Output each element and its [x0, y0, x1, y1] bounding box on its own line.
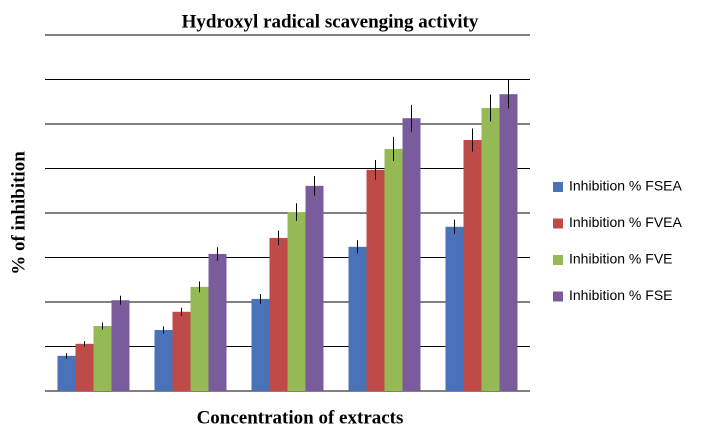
bar: [305, 185, 324, 391]
bar: [384, 148, 403, 391]
bar: [348, 246, 367, 391]
bar: [172, 311, 191, 391]
legend-swatch: [553, 218, 563, 229]
chart-title: Hydroxyl radical scavenging activity: [182, 11, 479, 32]
legend-label: Inhibition % FSE: [569, 287, 673, 303]
bar: [445, 226, 464, 391]
bar: [93, 326, 112, 391]
bar: [154, 330, 173, 391]
bar: [208, 253, 227, 391]
bar: [190, 286, 209, 391]
legend-swatch: [553, 255, 563, 265]
bar: [111, 300, 130, 391]
bar: [287, 212, 306, 391]
bar: [269, 237, 288, 391]
legend-label: Inhibition % FSEA: [569, 178, 682, 194]
legend-swatch: [553, 291, 563, 302]
bar: [57, 355, 76, 391]
y-axis-label: % of inhibition: [8, 151, 29, 275]
bar: [463, 140, 482, 391]
bar: [75, 343, 94, 391]
bar: [481, 107, 500, 391]
legend-label: Inhibition % FVEA: [569, 214, 682, 230]
bar: [499, 94, 518, 391]
bar: [251, 298, 270, 391]
legend-label: Inhibition % FVE: [569, 251, 673, 267]
x-axis-label: Concentration of extracts: [197, 407, 404, 428]
legend-swatch: [553, 182, 563, 192]
bar: [402, 118, 421, 391]
bar: [366, 169, 385, 391]
